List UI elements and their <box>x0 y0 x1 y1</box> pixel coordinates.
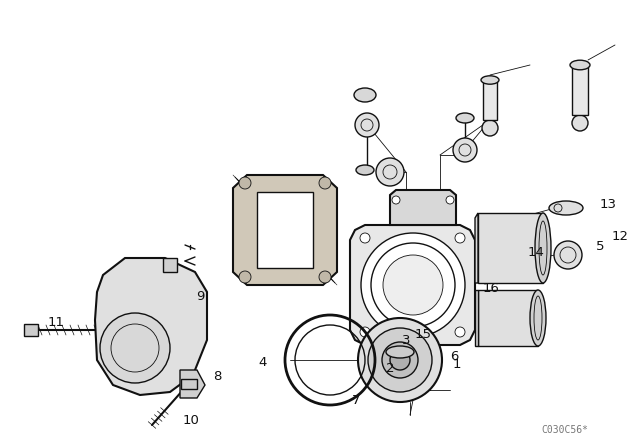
Circle shape <box>239 177 251 189</box>
Circle shape <box>382 342 418 378</box>
Circle shape <box>368 328 432 392</box>
Text: 11: 11 <box>48 315 65 328</box>
Ellipse shape <box>386 346 414 358</box>
Circle shape <box>358 318 442 402</box>
Circle shape <box>355 113 379 137</box>
Circle shape <box>360 233 370 243</box>
Circle shape <box>360 327 370 337</box>
Circle shape <box>319 271 331 283</box>
Text: 9: 9 <box>196 289 204 302</box>
Ellipse shape <box>530 290 546 346</box>
Circle shape <box>554 241 582 269</box>
Bar <box>483 80 497 120</box>
Polygon shape <box>233 175 337 285</box>
Bar <box>24 324 38 336</box>
Circle shape <box>446 196 454 204</box>
Bar <box>181 379 197 389</box>
Text: 6: 6 <box>450 350 458 363</box>
Text: 10: 10 <box>183 414 200 426</box>
Ellipse shape <box>535 213 551 283</box>
Polygon shape <box>257 192 313 268</box>
Circle shape <box>319 177 331 189</box>
Circle shape <box>239 271 251 283</box>
Text: 12: 12 <box>612 231 629 244</box>
Circle shape <box>100 313 170 383</box>
Circle shape <box>361 233 465 337</box>
Polygon shape <box>95 258 207 395</box>
Text: 13: 13 <box>600 198 617 211</box>
Text: 3: 3 <box>402 333 410 346</box>
Circle shape <box>392 196 400 204</box>
Circle shape <box>482 120 498 136</box>
Text: 8: 8 <box>213 370 221 383</box>
Text: 5: 5 <box>596 240 605 253</box>
Circle shape <box>376 158 404 186</box>
Circle shape <box>572 115 588 131</box>
Bar <box>478 290 538 346</box>
Text: 15: 15 <box>415 328 432 341</box>
Circle shape <box>383 255 443 315</box>
Text: 16: 16 <box>483 281 500 294</box>
Circle shape <box>390 350 410 370</box>
Circle shape <box>455 233 465 243</box>
Circle shape <box>453 138 477 162</box>
Ellipse shape <box>549 201 583 215</box>
Polygon shape <box>350 225 475 345</box>
Polygon shape <box>163 258 177 272</box>
Text: 4: 4 <box>258 356 266 369</box>
Text: 7: 7 <box>352 393 360 406</box>
Text: C030C56*: C030C56* <box>541 425 589 435</box>
Polygon shape <box>475 290 478 346</box>
Text: 2: 2 <box>386 362 394 375</box>
Circle shape <box>455 327 465 337</box>
Text: 14: 14 <box>528 246 545 258</box>
Ellipse shape <box>356 165 374 175</box>
Ellipse shape <box>354 88 376 102</box>
Bar <box>572 65 588 115</box>
Ellipse shape <box>481 76 499 84</box>
Polygon shape <box>390 190 456 225</box>
Bar <box>478 213 543 283</box>
Polygon shape <box>180 370 205 398</box>
Text: 1: 1 <box>453 358 461 371</box>
Ellipse shape <box>456 113 474 123</box>
Polygon shape <box>475 213 478 283</box>
Ellipse shape <box>570 60 590 70</box>
